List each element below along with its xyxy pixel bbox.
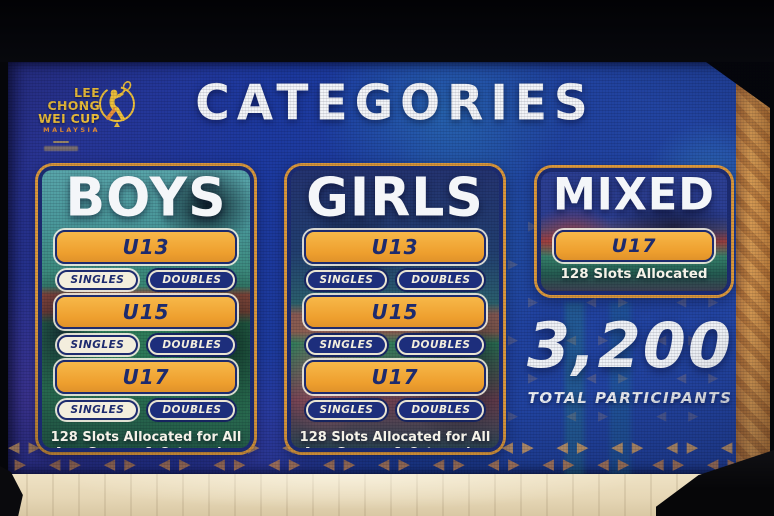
girls-u13-button: U13 [304, 230, 486, 265]
girls-u13-singles-pill: SINGLES [305, 270, 388, 291]
boys-u13-doubles-pill: DOUBLES [148, 270, 236, 291]
led-screen: ◀▶ ◀▶ ◀▶ ◀▶ ◀▶ ◀▶ ◀▶ ◀▶ ◀▶ ◀▶ ◀▶ ◀▶ ◀▶ ◀… [8, 62, 770, 474]
tournament-logo: LEE CHONG WEI CUP MALAYSIA [22, 78, 140, 151]
boys-u17-doubles-pill: DOUBLES [148, 400, 236, 421]
mixed-heading: MIXED [552, 169, 715, 221]
boys-u13-singles-pill: SINGLES [56, 270, 139, 291]
mixed-u17-button: U17 [554, 229, 714, 262]
boys-u15-doubles-pill: DOUBLES [148, 335, 236, 356]
mixed-slots-note: 128 Slots Allocated [560, 265, 708, 282]
girls-slots-note: 128 Slots Allocated for All Age Groups &… [299, 430, 491, 455]
girls-u15-group: U15 SINGLES DOUBLES [304, 295, 486, 356]
girls-u17-group: U17 SINGLES DOUBLES [304, 360, 486, 421]
boys-heading: BOYS [65, 167, 227, 229]
orange-border-strip [736, 62, 770, 474]
boys-u17-button: U17 [55, 360, 237, 395]
boys-u15-singles-pill: SINGLES [56, 335, 139, 356]
logo-line-2: WEI CUP [38, 111, 100, 126]
girls-u15-singles-pill: SINGLES [305, 335, 388, 356]
boys-u17-singles-pill: SINGLES [56, 400, 139, 421]
girls-u15-doubles-pill: DOUBLES [397, 335, 485, 356]
stage-floor [0, 474, 774, 516]
girls-u15-button: U15 [304, 295, 486, 330]
category-card-girls: GIRLS U13 SINGLES DOUBLES U15 SINGLES DO… [284, 163, 506, 455]
girls-u17-button: U17 [304, 360, 486, 395]
total-participants-label: TOTAL PARTICIPANTS [527, 389, 733, 408]
logo-signature-marks [22, 141, 100, 151]
boys-u13-button: U13 [55, 230, 237, 265]
boys-u15-group: U15 SINGLES DOUBLES [55, 295, 237, 356]
boys-slots-note: 128 Slots Allocated for All Age Groups &… [50, 430, 242, 455]
girls-u17-singles-pill: SINGLES [305, 400, 388, 421]
category-card-boys: BOYS U13 SINGLES DOUBLES U15 SINGLES DOU… [35, 163, 257, 455]
boys-u13-group: U13 SINGLES DOUBLES [55, 230, 237, 291]
logo-line-3: MALAYSIA [43, 126, 100, 134]
badminton-player-icon [99, 81, 135, 127]
category-card-mixed: MIXED U17 128 Slots Allocated [534, 165, 734, 298]
total-participants-value: 3,200 [526, 309, 734, 382]
girls-u13-group: U13 SINGLES DOUBLES [304, 230, 486, 291]
boys-u15-button: U15 [55, 295, 237, 330]
mixed-u17-group: U17 [554, 229, 714, 262]
boys-u17-group: U17 SINGLES DOUBLES [55, 360, 237, 421]
logo-line-1: LEE CHONG [47, 85, 100, 113]
girls-u13-doubles-pill: DOUBLES [397, 270, 485, 291]
dark-ceiling-band [0, 0, 774, 62]
page-title: CATEGORIES [195, 74, 595, 133]
girls-u17-doubles-pill: DOUBLES [397, 400, 485, 421]
tournament-logo-text: LEE CHONG WEI CUP MALAYSIA [22, 86, 100, 151]
total-participants-block: 3,200 TOTAL PARTICIPANTS [500, 309, 760, 408]
girls-heading: GIRLS [306, 167, 484, 229]
